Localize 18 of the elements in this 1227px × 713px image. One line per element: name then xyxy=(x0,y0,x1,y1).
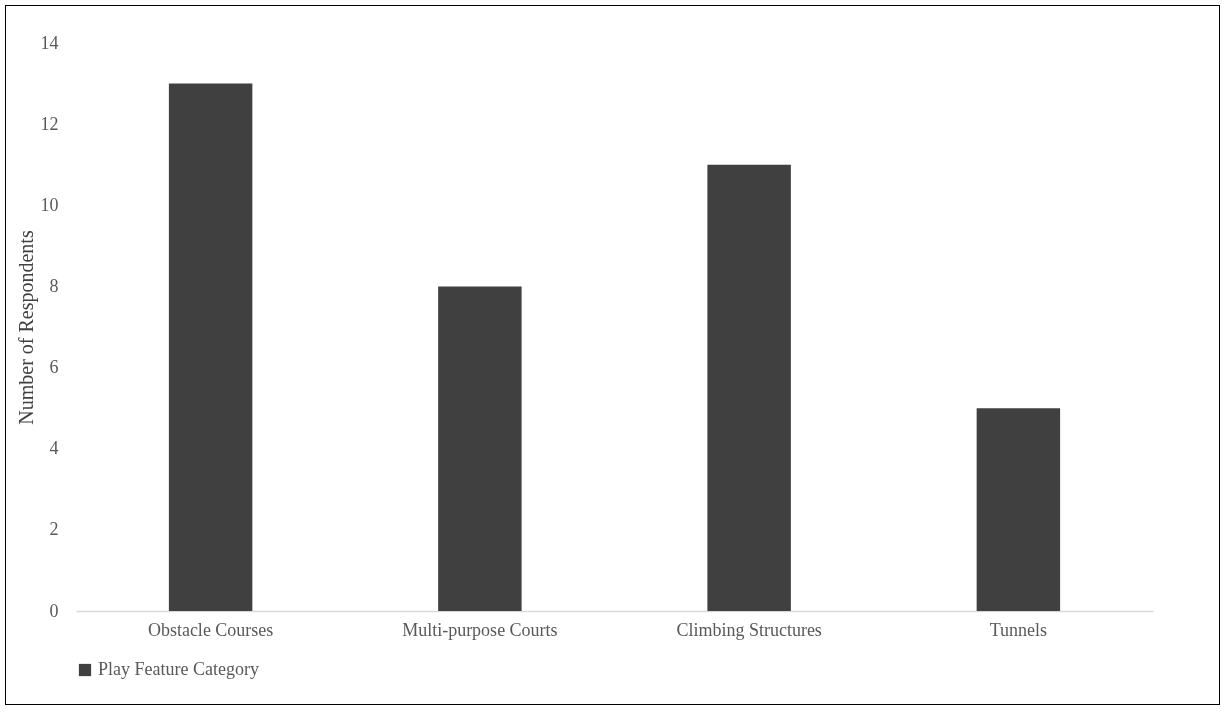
x-tick-label: Climbing Structures xyxy=(676,619,822,640)
y-axis-title: Number of Respondents xyxy=(14,230,38,425)
x-tick-label: Tunnels xyxy=(989,619,1048,640)
x-tick-label: Multi-purpose Courts xyxy=(402,619,558,640)
y-tick-label: 0 xyxy=(49,600,59,621)
bar xyxy=(976,408,1061,611)
legend-label: Play Feature Category xyxy=(98,659,259,679)
y-tick-label: 6 xyxy=(49,357,59,378)
y-tick-label: 12 xyxy=(40,113,59,134)
x-tick-label: Obstacle Courses xyxy=(147,619,274,640)
y-tick-label: 10 xyxy=(40,194,59,215)
bar xyxy=(438,286,522,611)
y-tick-label: 2 xyxy=(49,519,59,540)
y-tick-label: 4 xyxy=(49,438,59,459)
bar xyxy=(168,83,253,611)
y-tick-label: 8 xyxy=(49,275,59,296)
y-tick-label: 14 xyxy=(40,32,59,53)
bar xyxy=(707,164,791,611)
